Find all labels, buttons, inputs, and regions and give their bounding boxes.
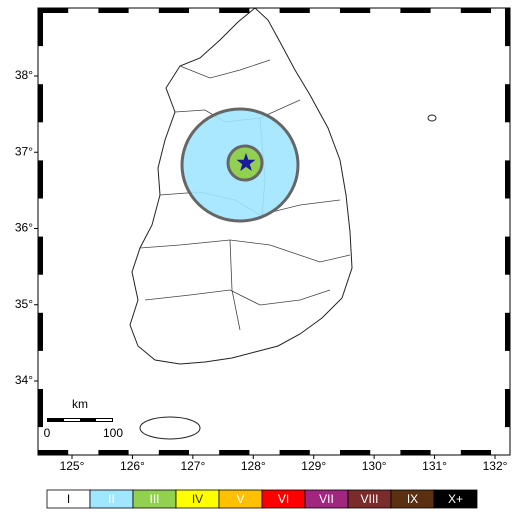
lon-tick-label: 125° — [60, 459, 85, 473]
frame-segment — [38, 8, 43, 47]
legend-swatch — [433, 489, 478, 509]
legend-label: IV — [192, 492, 203, 506]
frame-segment — [460, 450, 491, 455]
frame-segment — [340, 8, 371, 13]
frame-segment — [38, 389, 43, 428]
legend-label: VIII — [360, 492, 378, 506]
frame-segment — [38, 8, 69, 13]
frame-segment — [158, 450, 189, 455]
scale-unit: km — [72, 397, 88, 411]
frame-segment — [98, 8, 129, 13]
frame-segment — [38, 312, 43, 351]
map-frame — [37, 7, 511, 456]
lon-tick-label: 129° — [301, 459, 326, 473]
frame-segment — [158, 8, 189, 13]
frame-segment — [505, 84, 510, 123]
jeju-island — [139, 416, 201, 440]
lat-tick-label: 35° — [15, 297, 33, 311]
frame-segment — [38, 236, 43, 275]
frame-segment — [505, 160, 510, 199]
lat-tick-label: 34° — [15, 373, 33, 387]
lon-tick-label: 130° — [362, 459, 387, 473]
legend-label: I — [67, 492, 70, 506]
epicenter — [236, 152, 256, 171]
lon-tick-label: 131° — [422, 459, 447, 473]
frame-segment — [505, 312, 510, 351]
legend-label: III — [149, 492, 159, 506]
scale-start: 0 — [44, 426, 51, 440]
lat-tick-label: 36° — [15, 221, 33, 235]
frame-segment — [460, 8, 491, 13]
frame-segment — [38, 84, 43, 123]
frame-segment — [279, 8, 310, 13]
frame-segment — [279, 450, 310, 455]
ulleung-island — [427, 114, 437, 122]
frame-segment — [219, 8, 250, 13]
lat-tick-label: 38° — [15, 68, 33, 82]
frame-segment — [340, 450, 371, 455]
lon-tick-label: 132° — [483, 459, 508, 473]
lon-tick-label: 127° — [180, 459, 205, 473]
legend-label: V — [236, 492, 244, 506]
scale-end: 100 — [103, 426, 123, 440]
frame-segment — [400, 450, 431, 455]
legend-label: VI — [278, 492, 289, 506]
map-area — [38, 8, 510, 455]
legend-label: II — [108, 492, 115, 506]
legend-label: IX — [407, 492, 418, 506]
legend-label: VII — [319, 492, 334, 506]
frame-segment — [98, 450, 129, 455]
frame-segment — [505, 236, 510, 275]
coastline — [129, 7, 353, 365]
lon-tick-label: 126° — [120, 459, 145, 473]
frame-segment — [38, 450, 69, 455]
frame-segment — [400, 8, 431, 13]
lon-tick-label: 128° — [241, 459, 266, 473]
lat-tick-label: 37° — [15, 144, 33, 158]
frame-border — [37, 7, 511, 456]
legend-label: X+ — [448, 492, 463, 506]
frame-segment — [219, 450, 250, 455]
frame-segment — [505, 389, 510, 428]
frame-segment — [38, 160, 43, 199]
frame-segment — [505, 8, 510, 47]
